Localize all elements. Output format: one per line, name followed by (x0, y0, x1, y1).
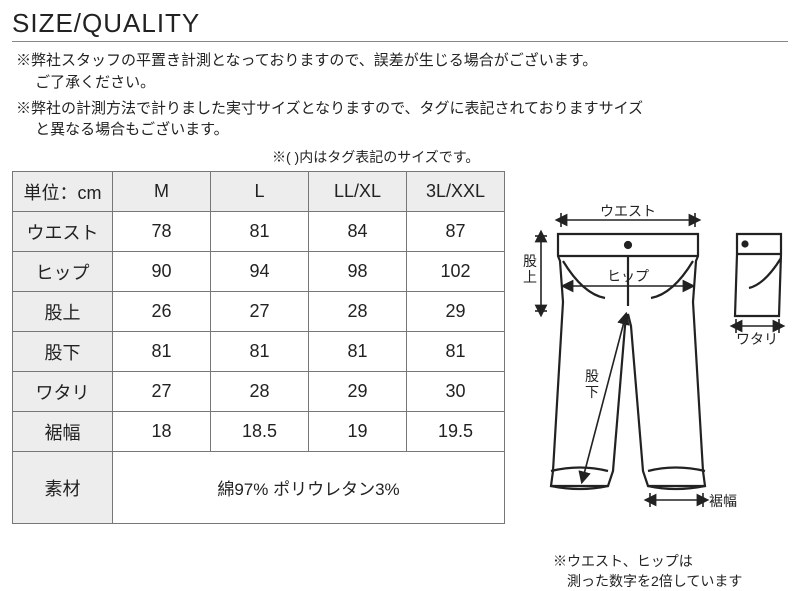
col-3LXXL: 3L/XXL (407, 172, 505, 212)
label-rise-2: 上 (523, 269, 537, 285)
table-row: 股上26272829 (13, 292, 505, 332)
tag-note: ※( )内はタグ表記のサイズです。 (12, 147, 788, 167)
diagram-footnote: ※ウエスト、ヒップは 測った数字を2倍しています (513, 552, 788, 591)
col-LLXL: LL/XL (309, 172, 407, 212)
pants-diagram: ウエスト ヒップ 股 上 股 下 ワタリ 裾幅 ※ウエスト、ヒッ (513, 171, 788, 591)
unit-header: 単位：cm (13, 172, 113, 212)
material-value: 綿97% ポリウレタン3% (113, 452, 505, 524)
table-row: 裾幅1818.51919.5 (13, 412, 505, 452)
label-inseam-2: 下 (585, 384, 599, 400)
label-thigh: ワタリ (736, 331, 778, 347)
pants-side-icon (735, 234, 781, 316)
note-1: ※弊社スタッフの平置き計測となっておりますので、誤差が生じる場合がございます。 … (16, 50, 788, 94)
label-waist: ウエスト (600, 203, 656, 219)
size-table: 単位：cm M L LL/XL 3L/XXL ウエスト78818487 ヒップ9… (12, 171, 505, 524)
table-row: ワタリ27282930 (13, 372, 505, 412)
notes-block: ※弊社スタッフの平置き計測となっておりますので、誤差が生じる場合がございます。 … (12, 50, 788, 141)
table-row: 股下81818181 (13, 332, 505, 372)
col-L: L (211, 172, 309, 212)
material-label: 素材 (13, 452, 113, 524)
material-row: 素材 綿97% ポリウレタン3% (13, 452, 505, 524)
label-inseam-1: 股 (585, 368, 599, 384)
table-row: ウエスト78818487 (13, 212, 505, 252)
label-hip: ヒップ (607, 268, 649, 284)
label-hem: 裾幅 (709, 493, 737, 509)
section-title: SIZE/QUALITY (12, 8, 788, 42)
table-row: ヒップ909498102 (13, 252, 505, 292)
label-rise-1: 股 (523, 253, 537, 269)
note-2: ※弊社の計測方法で計りました実寸サイズとなりますので、タグに表記されておりますサ… (16, 98, 788, 142)
col-M: M (113, 172, 211, 212)
